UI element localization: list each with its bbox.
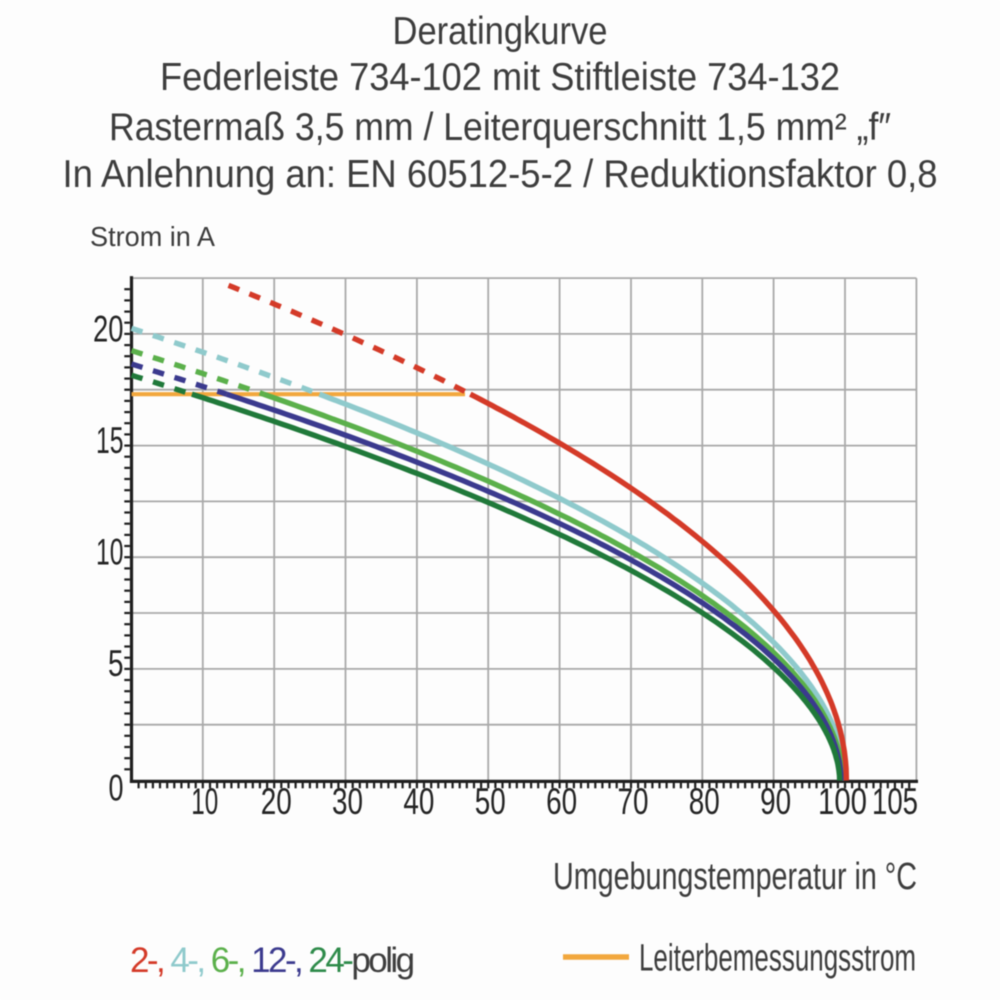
svg-text:0: 0 — [109, 767, 124, 809]
svg-text:60: 60 — [546, 780, 577, 822]
svg-text:105: 105 — [872, 780, 918, 822]
svg-text:Umgebungstemperatur in °C: Umgebungstemperatur in °C — [553, 856, 917, 898]
svg-text:5: 5 — [108, 642, 124, 684]
svg-text:15: 15 — [96, 419, 124, 461]
svg-text:40: 40 — [403, 780, 434, 822]
svg-text:80: 80 — [689, 780, 720, 822]
svg-text:30: 30 — [332, 780, 363, 822]
svg-text:2-, 4-, 6-, 12-, 24-polig: 2-, 4-, 6-, 12-, 24-polig — [130, 941, 414, 980]
svg-text:Rastermaß 3,5 mm / Leiterquers: Rastermaß 3,5 mm / Leiterquerschnitt 1,5… — [109, 106, 891, 149]
svg-text:Leiterbemessungsstrom: Leiterbemessungsstrom — [639, 938, 916, 980]
svg-text:20: 20 — [261, 780, 292, 822]
svg-text:20: 20 — [93, 308, 124, 350]
svg-text:In Anlehnung an: EN 60512-5-2: In Anlehnung an: EN 60512-5-2 / Reduktio… — [63, 153, 938, 196]
svg-text:Strom in A: Strom in A — [90, 221, 215, 252]
svg-text:10: 10 — [96, 531, 124, 573]
svg-text:Deratingkurve: Deratingkurve — [393, 10, 608, 53]
svg-text:Federleiste 734-102 mit Stiftl: Federleiste 734-102 mit Stiftleiste 734-… — [160, 56, 840, 99]
svg-text:10: 10 — [191, 780, 218, 822]
svg-text:100: 100 — [818, 780, 867, 822]
svg-text:90: 90 — [760, 780, 791, 822]
svg-text:70: 70 — [618, 780, 649, 822]
svg-text:50: 50 — [475, 780, 506, 822]
